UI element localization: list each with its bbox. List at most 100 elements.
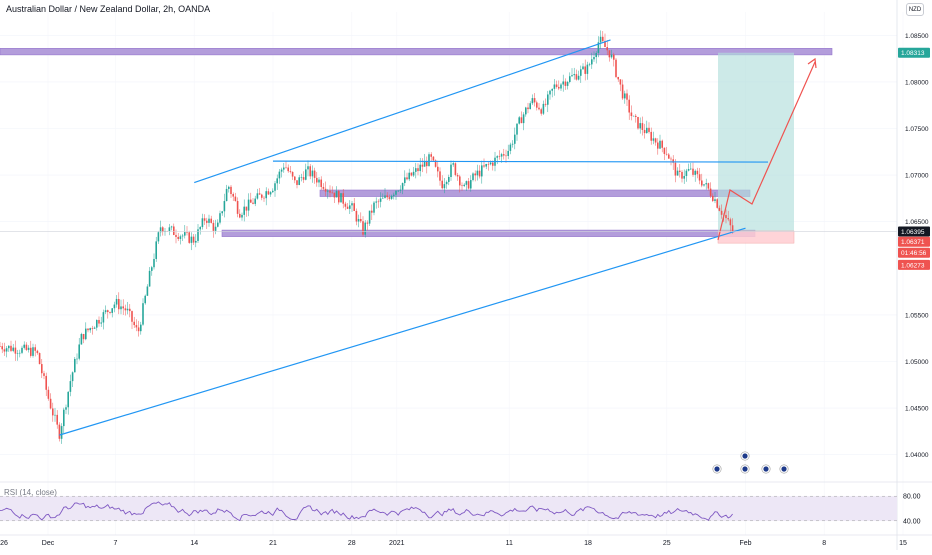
candle-body [118, 298, 120, 310]
candle-body [635, 115, 637, 118]
candle-body [256, 193, 259, 199]
candle-body [208, 218, 210, 223]
calendar-event-icon[interactable] [740, 464, 750, 474]
candle-body [571, 75, 573, 77]
candle-body [177, 236, 179, 239]
candle-body [109, 312, 111, 313]
x-tick-label: Dec [42, 540, 55, 547]
candle-body [346, 206, 349, 209]
calendar-event-icon[interactable] [761, 464, 771, 474]
candle-body [375, 201, 377, 203]
candle-body [19, 352, 21, 354]
candle-body [573, 74, 575, 76]
candle-body [434, 160, 437, 167]
candle-body [569, 76, 571, 82]
candle-body [221, 211, 223, 214]
candle-body [76, 358, 78, 360]
event-markers[interactable] [712, 451, 789, 474]
candle-body [423, 161, 426, 167]
candle-body [91, 328, 94, 329]
candle-body [129, 308, 131, 312]
projection-path [717, 61, 816, 241]
candle-body [621, 84, 624, 99]
candle-body [104, 310, 107, 313]
y-axis: 1.08500 1.08000 1.07500 1.07000 1.06500 1.055… [905, 33, 929, 459]
candle-body [628, 99, 630, 113]
candle-body [399, 189, 402, 191]
candle-body [155, 241, 157, 259]
candle-body [610, 54, 613, 58]
candle-body [703, 184, 705, 186]
x-tick-label: 7 [114, 540, 118, 547]
candle-body [417, 168, 419, 172]
trendline [194, 39, 611, 184]
candle-body [632, 115, 635, 117]
candle-body [78, 344, 80, 359]
candle-body [60, 426, 63, 439]
candle-body [230, 186, 232, 195]
candle-body [637, 117, 639, 129]
candles [0, 30, 734, 444]
rsi-indicator-label[interactable]: RSI (14, close) [4, 488, 57, 497]
rsi-upper-label: 80.00 [903, 494, 921, 501]
candle-body [683, 176, 685, 179]
candle-body [395, 190, 397, 195]
candle-body [100, 322, 102, 324]
candle-body [291, 171, 294, 177]
candle-body [52, 408, 54, 416]
candle-body [549, 90, 551, 95]
candle-body [591, 59, 593, 65]
candle-body [124, 308, 127, 311]
currency-button[interactable]: NZD [906, 3, 924, 16]
candle-body [195, 240, 197, 243]
candle-body [349, 205, 351, 209]
candle-body [478, 170, 481, 177]
candle-body [641, 123, 644, 130]
x-tick-label: 18 [584, 540, 592, 547]
candle-body [254, 198, 256, 204]
candle-body [338, 191, 340, 203]
candle-body [47, 389, 50, 399]
candle-body [410, 172, 413, 176]
target-box [718, 52, 794, 232]
candle-body [384, 195, 386, 198]
x-tick-label: 25 [663, 540, 671, 547]
candle-body [67, 391, 69, 408]
candle-body [192, 236, 195, 243]
candle-body [672, 159, 674, 163]
chart-title: Australian Dollar / New Zealand Dollar, … [6, 4, 211, 14]
price-badge-label: 1.06395 [901, 229, 925, 236]
candle-body [269, 192, 272, 195]
candle-body [648, 127, 650, 132]
candle-body [140, 324, 142, 332]
candle-body [428, 154, 430, 167]
price-badge [898, 47, 930, 58]
candle-body [23, 344, 25, 348]
candle-body [388, 197, 391, 199]
candle-body [113, 304, 116, 309]
y-tick-label: 1.05500 [905, 312, 929, 319]
candle-body [685, 170, 688, 177]
calendar-event-icon[interactable] [779, 464, 789, 474]
candle-body [472, 173, 474, 181]
candle-body [507, 150, 509, 157]
candle-body [261, 194, 263, 198]
calendar-event-icon[interactable] [712, 464, 722, 474]
candle-body [239, 213, 241, 218]
candle-body [382, 197, 384, 199]
candle-body [437, 166, 439, 172]
calendar-event-icon[interactable] [740, 451, 750, 461]
y-tick-label: 1.04500 [905, 406, 929, 413]
candle-body [727, 218, 729, 220]
x-axis: 26 Dec 7 14 21 28 2021 11 18 25 Feb 8 15 [0, 540, 907, 547]
candle-body [289, 171, 292, 172]
candle-body [157, 232, 160, 242]
trendline [272, 160, 769, 163]
candle-body [608, 50, 611, 58]
candle-body [452, 163, 454, 165]
x-tick-label: 2021 [389, 540, 405, 547]
candle-body [30, 347, 32, 356]
candle-body [80, 334, 83, 345]
candle-body [206, 220, 208, 223]
candle-body [485, 163, 487, 167]
